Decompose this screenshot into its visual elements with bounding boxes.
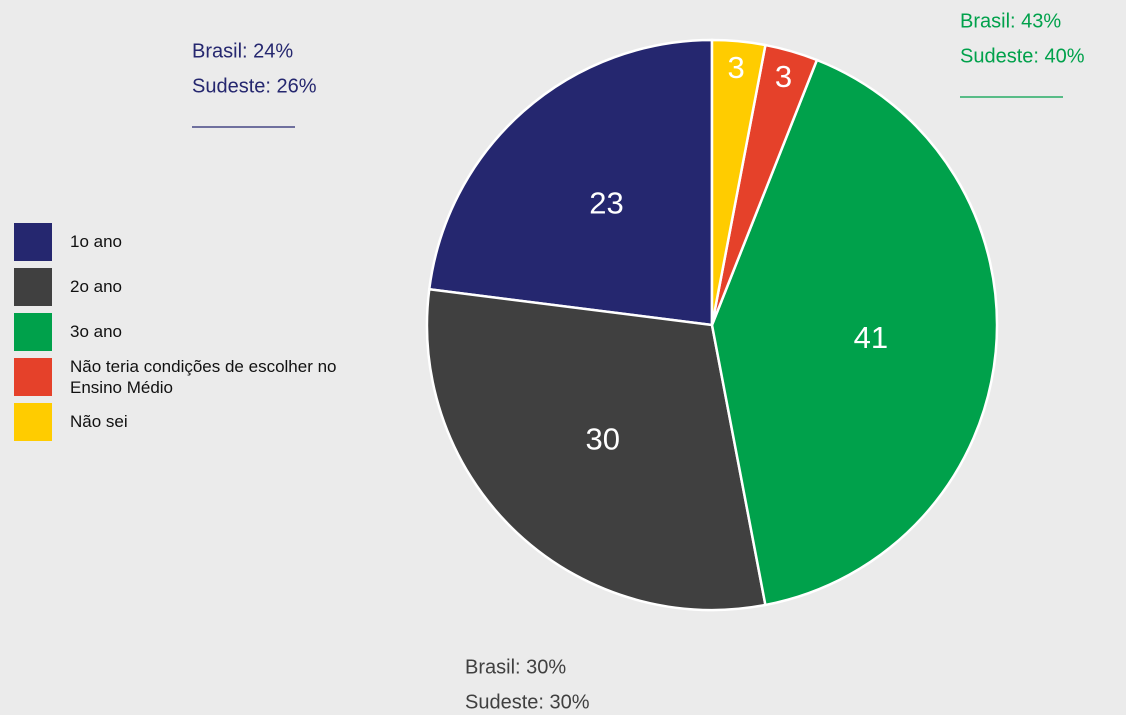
annotation: Sudeste: 30% (465, 691, 590, 713)
value-label: 41 (854, 320, 888, 355)
value-label: 3 (728, 50, 745, 85)
value-label: 30 (586, 422, 620, 457)
legend-label: 3o ano (70, 322, 122, 341)
annotation: Brasil: 43% (960, 10, 1061, 32)
pie-slice (710, 38, 767, 326)
legend-item: 1o ano (14, 219, 374, 264)
pie-slice (425, 287, 767, 612)
legend-item: 3o ano (14, 309, 374, 354)
legend-swatch (14, 267, 52, 306)
legend-item: Não sei (14, 399, 374, 444)
pie-slice (710, 58, 999, 607)
legend-swatch (14, 222, 52, 261)
legend-label: Não sei (70, 412, 128, 431)
legend-label: 1o ano (70, 232, 122, 251)
legend: 1o ano 2o ano 3o ano Não teria condições de… (14, 219, 374, 444)
annotation: Brasil: 24% (192, 40, 293, 62)
value-label: 3 (775, 59, 792, 94)
legend-label: 2o ano (70, 277, 122, 296)
legend-item: Não teria condições de escolher no Ensin… (14, 354, 374, 399)
annotation: Brasil: 30% (465, 656, 566, 678)
legend-item: 2o ano (14, 264, 374, 309)
value-label: 23 (589, 185, 623, 220)
annotation: Sudeste: 40% (960, 45, 1085, 67)
legend-label: Não teria condições de escolher no Ensin… (70, 356, 337, 397)
pie-slice (427, 38, 714, 327)
legend-swatch (14, 402, 52, 441)
legend-swatch (14, 312, 52, 351)
legend-swatch (14, 357, 52, 396)
annotation: Sudeste: 26% (192, 75, 317, 97)
